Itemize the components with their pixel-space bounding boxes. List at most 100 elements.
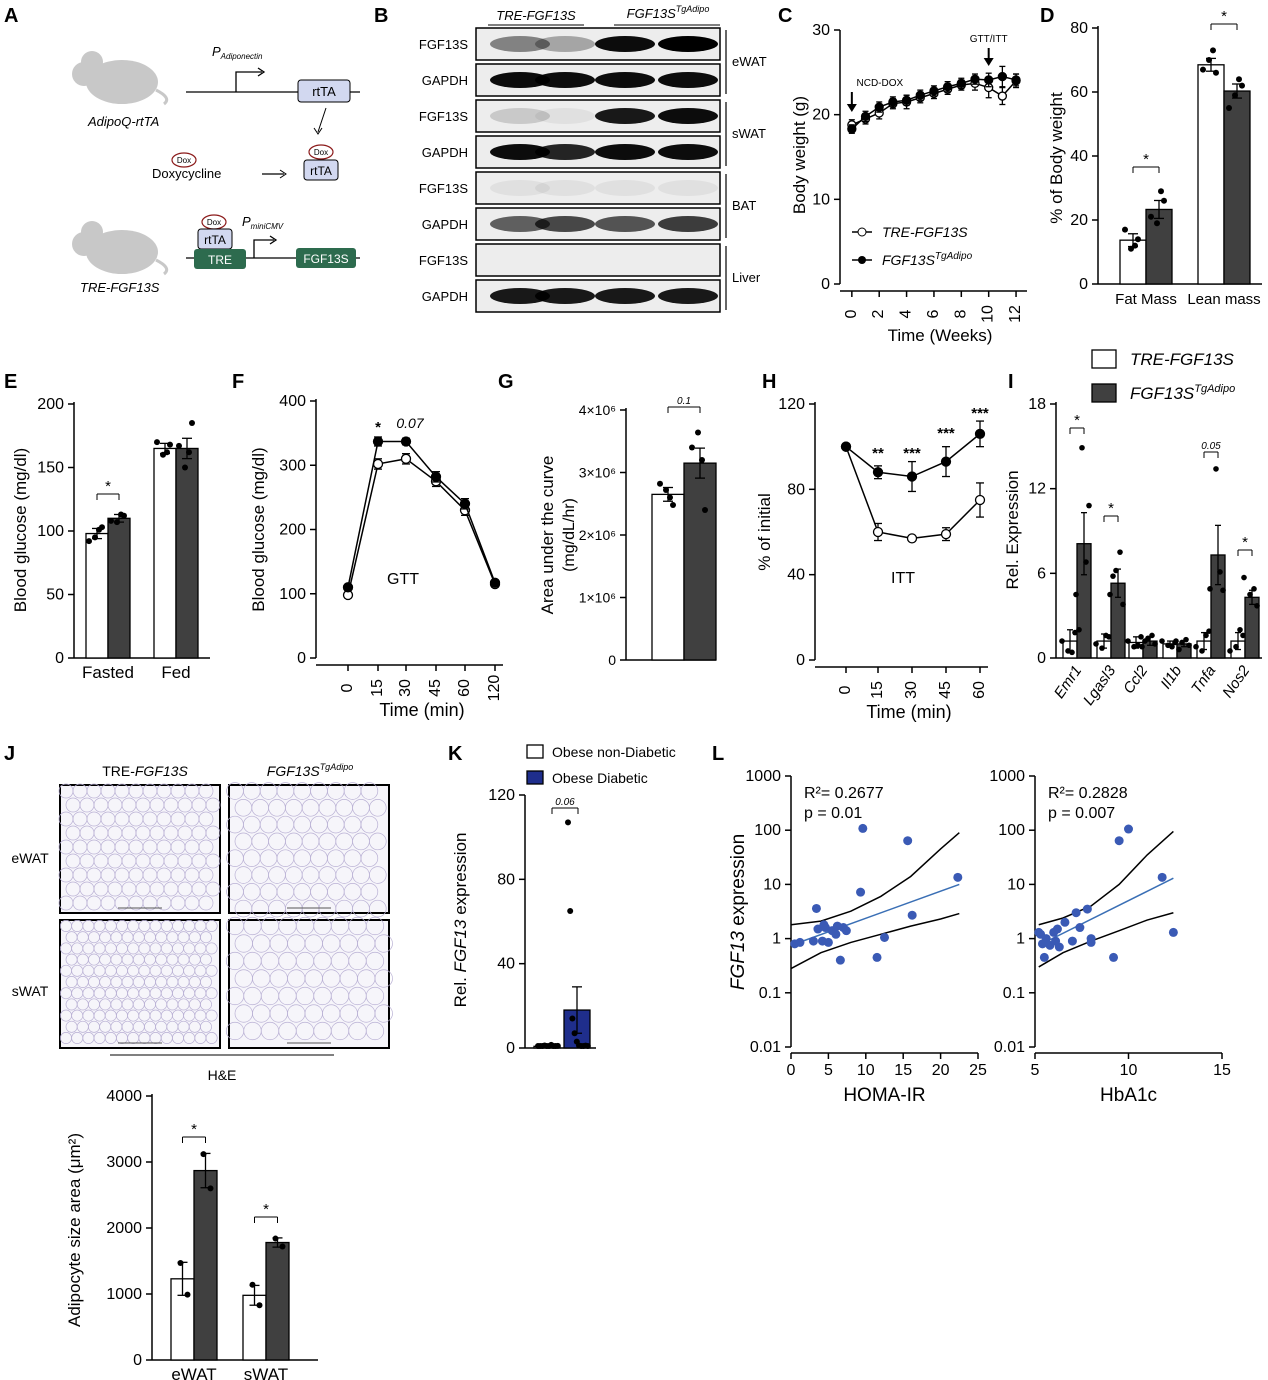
blot-band [535, 216, 595, 232]
data-point [997, 71, 1008, 82]
legend-swatch [1091, 349, 1117, 369]
y-tick-label: 80 [787, 481, 805, 498]
x-tick-label: 15 [894, 1062, 912, 1079]
data-point [86, 538, 92, 545]
data-point [372, 436, 384, 447]
adipocyte [205, 881, 221, 897]
y-tick-label: 18 [1028, 396, 1046, 413]
y-tick-label: 0 [608, 652, 616, 668]
blot-row-label: FGF13S [419, 181, 468, 196]
sig-label: * [1074, 412, 1080, 429]
blot-band [535, 72, 595, 88]
histology-image [228, 919, 390, 1049]
significance-label: * [375, 419, 381, 436]
x-axis-title: HOMA-IR [843, 1085, 925, 1106]
y-tick-label: 30 [812, 22, 830, 39]
data-point [571, 1030, 578, 1037]
data-point [1093, 641, 1099, 647]
blot-band [595, 72, 655, 88]
sig-label: * [1242, 534, 1248, 551]
x-tick-label: 45 [937, 681, 954, 699]
data-point [956, 78, 966, 88]
panel-letters: A B C D E F G H I J K L [4, 5, 1054, 765]
adipocyte [200, 1020, 212, 1033]
data-point [430, 471, 442, 482]
legend-sup: TgAdipo [1194, 383, 1235, 395]
bar-tg [265, 1241, 290, 1361]
chart-l2-hba1c: 0.01 0.1 1 10 100 1000 5 10 15 HbA1c R²= 0.2828 p =… [989, 768, 1231, 1106]
data-point [489, 577, 501, 588]
data-point [1139, 643, 1145, 650]
scatter-point [872, 952, 882, 962]
legend-label: Obese non-Diabetic [552, 744, 676, 760]
legend-label: Obese Diabetic [552, 770, 648, 786]
data-point [940, 456, 952, 467]
data-point [874, 102, 884, 112]
data-point [400, 436, 412, 447]
adipocyte [205, 1032, 218, 1044]
data-point [1079, 444, 1085, 451]
y-axis-title: Rel. Expression [1003, 470, 1022, 589]
significance-label: ** [872, 445, 884, 462]
data-point [1149, 632, 1155, 639]
y-tick-label: 3000 [106, 1154, 142, 1171]
ylabel-part: FGF13 [728, 931, 749, 991]
p-value-label: p = 0.01 [804, 805, 862, 822]
r-squared-label: R²= 0.2677 [804, 785, 884, 802]
y-tick-label: 2000 [106, 1220, 142, 1237]
rtta-label-3: rtTA [204, 233, 226, 247]
panel-b-western-blot: TRE-FGF13S FGF13STgAdipo FGF13S GAPDH eWAT… [419, 4, 767, 313]
y-tick-label: 2×10⁶ [579, 527, 616, 543]
adipocyte [374, 1004, 393, 1023]
tre-label: TRE [208, 253, 232, 267]
y-tick-label: 0 [1037, 650, 1046, 667]
bar-ctrl [1197, 64, 1225, 285]
adipocyte [369, 832, 387, 851]
data-point [1206, 57, 1212, 63]
bar-tg [193, 1169, 218, 1361]
blot-band [490, 288, 550, 304]
data-point [670, 502, 676, 508]
adipocyte [369, 866, 387, 884]
adipocyte [365, 916, 385, 936]
x-category-label: sWAT [244, 1365, 288, 1380]
y-tick-label: 80 [1070, 20, 1088, 37]
y-tick-label: 4×10⁶ [579, 402, 616, 418]
data-point [249, 1281, 256, 1288]
tissue-label: BAT [732, 198, 756, 213]
y-tick-label: 10 [812, 191, 830, 208]
tissue-label: sWAT [732, 126, 766, 141]
blot-band [658, 216, 718, 232]
blot-band [595, 216, 655, 232]
x-tick-label: 0 [837, 685, 854, 694]
blot-row-label: FGF13S [419, 109, 468, 124]
bar-ctrl [153, 447, 177, 659]
data-point [1226, 105, 1232, 111]
scatter-point [1071, 908, 1081, 918]
data-point [256, 1302, 263, 1309]
data-point [164, 449, 170, 456]
data-point [1169, 643, 1175, 650]
significance-label: *** [903, 445, 921, 462]
y-tick-label: 0.1 [1003, 985, 1025, 1002]
y-axis-title: FGF13 expression [728, 834, 749, 990]
data-point [200, 1151, 207, 1158]
legend-label: FGF13STgAdipo [882, 251, 973, 268]
data-point [1213, 466, 1219, 472]
x-tick-label: 20 [932, 1062, 950, 1079]
data-point [167, 441, 173, 448]
chart-g-auc: 0 1×10⁶ 2×10⁶ 3×10⁶ 4×10⁶ 0.1 Area under the c… [538, 396, 717, 668]
scatter-point [831, 929, 841, 939]
tre-box [194, 249, 246, 269]
scatter-point [858, 823, 868, 833]
ylabel-part: Rel. [451, 972, 470, 1007]
x-tick-label: 60 [971, 681, 988, 699]
dox-label-2: Dox [314, 148, 328, 157]
sig-label: * [105, 478, 111, 495]
data-point [554, 1042, 561, 1049]
adipocyte [198, 839, 214, 855]
sig-label: 0.1 [677, 396, 691, 407]
data-point [984, 75, 994, 85]
y-tick-label: 40 [1070, 148, 1088, 165]
significance-label: 0.07 [396, 415, 424, 431]
